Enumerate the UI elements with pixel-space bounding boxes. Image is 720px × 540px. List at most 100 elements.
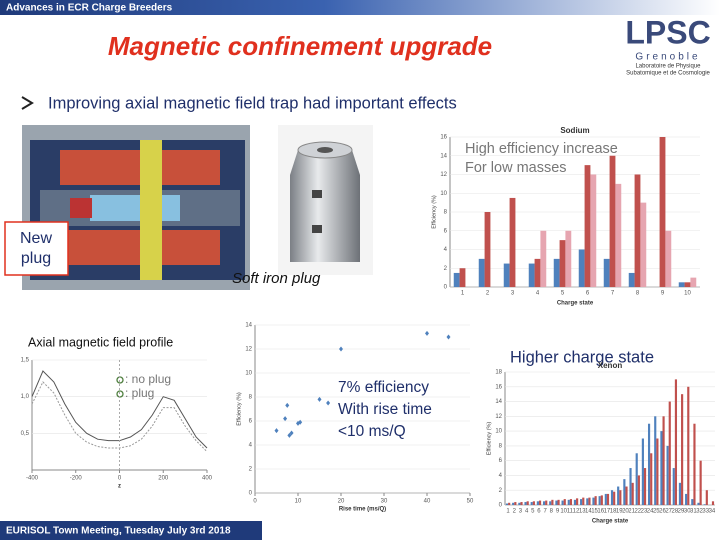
x-tick-label: 10 — [560, 509, 567, 515]
x-tick-label: 12 — [573, 509, 580, 515]
bar — [551, 499, 554, 505]
x-axis-label: z — [118, 484, 121, 490]
y-tick-label: 12 — [440, 172, 447, 178]
bar — [524, 502, 527, 505]
bar — [641, 438, 644, 505]
bar — [628, 272, 635, 287]
y-tick-label: 0 — [249, 491, 253, 497]
x-tick-label: -400 — [26, 476, 39, 482]
bar — [598, 496, 601, 505]
bar — [484, 212, 491, 287]
bar — [693, 423, 696, 505]
x-tick-label: -200 — [70, 476, 83, 482]
y-tick-label: 6 — [499, 458, 503, 464]
y-axis-label: Efficiency (%) — [486, 422, 492, 456]
bar — [553, 258, 560, 287]
bar — [588, 497, 591, 505]
y-tick-label: 10 — [495, 429, 502, 435]
x-tick-label: 6 — [537, 509, 541, 515]
higher-cs-label: Higher charge state — [510, 348, 654, 366]
bar — [678, 482, 682, 505]
x-tick-label: 0 — [253, 499, 257, 505]
bar — [668, 401, 671, 505]
new-plug-label: New — [20, 230, 52, 247]
x-tick-label: 3 — [519, 509, 523, 515]
bar — [659, 137, 666, 287]
y-tick-label: 1,5 — [21, 358, 30, 364]
bar — [711, 501, 715, 505]
bullet-arrow — [21, 96, 34, 110]
point — [425, 330, 429, 336]
point — [285, 402, 290, 408]
y-tick-label: 12 — [495, 414, 502, 420]
x-tick-label: 7 — [611, 291, 615, 297]
banner-bar — [0, 0, 720, 15]
bar — [606, 493, 610, 505]
bar — [672, 468, 675, 505]
x-tick-label: 9 — [556, 509, 560, 515]
bar — [549, 501, 552, 505]
banner: Advances in ECR Charge Breeders — [6, 3, 173, 14]
bar — [532, 501, 535, 505]
bar — [634, 174, 641, 287]
x-tick-label: 32 — [696, 509, 703, 515]
bar — [578, 249, 585, 287]
bar — [505, 503, 509, 505]
efficiency-note: 7% efficiency — [338, 379, 429, 396]
x-tick-label: 25 — [653, 509, 660, 515]
bar — [637, 475, 640, 505]
y-axis-label: Efficiency (%) — [431, 195, 437, 229]
bar — [512, 502, 515, 505]
x-tick-label: 28 — [672, 509, 679, 515]
x-tick-label: 34 — [709, 509, 716, 515]
bar — [540, 230, 547, 287]
bar — [654, 416, 657, 505]
bar — [619, 490, 622, 505]
bar — [705, 490, 708, 505]
point — [274, 428, 279, 434]
y-tick-label: 14 — [440, 153, 447, 159]
x-tick-label: 18 — [610, 509, 617, 515]
bar — [565, 230, 572, 287]
bar — [690, 277, 697, 287]
bar — [615, 183, 622, 287]
bar — [613, 491, 616, 505]
bullet: Improving axial magnetic field trap had … — [48, 94, 457, 112]
y-tick-label: 14 — [495, 399, 502, 405]
y-tick-label: 6 — [444, 228, 448, 234]
x-axis-label: Charge state — [557, 301, 594, 307]
bar — [609, 155, 616, 287]
x-tick-label: 23 — [641, 509, 648, 515]
bar — [703, 504, 706, 505]
x-tick-label: 22 — [634, 509, 641, 515]
y-tick-label: 4 — [499, 473, 503, 479]
x-tick-label: 14 — [585, 509, 592, 515]
y-tick-label: 16 — [440, 135, 447, 141]
bar — [665, 230, 672, 287]
x-tick-label: 3 — [511, 291, 515, 297]
bar — [650, 453, 653, 505]
x-tick-label: 30 — [381, 499, 388, 505]
x-tick-label: 24 — [647, 509, 654, 515]
bar — [567, 499, 570, 505]
y-tick-label: 6 — [249, 419, 253, 425]
point — [287, 432, 292, 438]
y-tick-label: 18 — [495, 370, 502, 376]
bar — [691, 499, 694, 505]
chart-title: Xenon — [598, 361, 623, 370]
bar — [528, 263, 535, 287]
bar — [685, 493, 688, 505]
y-tick-label: 4 — [444, 247, 448, 253]
bar — [687, 386, 690, 505]
bar — [542, 501, 546, 505]
bar — [580, 499, 583, 505]
point — [317, 396, 322, 402]
legend-label: : plug — [125, 386, 154, 400]
footer-bar — [0, 521, 262, 540]
x-tick-label: 17 — [604, 509, 611, 515]
bar — [530, 502, 533, 505]
x-tick-label: 4 — [536, 291, 540, 297]
bar — [699, 460, 702, 505]
new-plug-label: plug — [21, 250, 51, 267]
bar — [534, 258, 541, 287]
